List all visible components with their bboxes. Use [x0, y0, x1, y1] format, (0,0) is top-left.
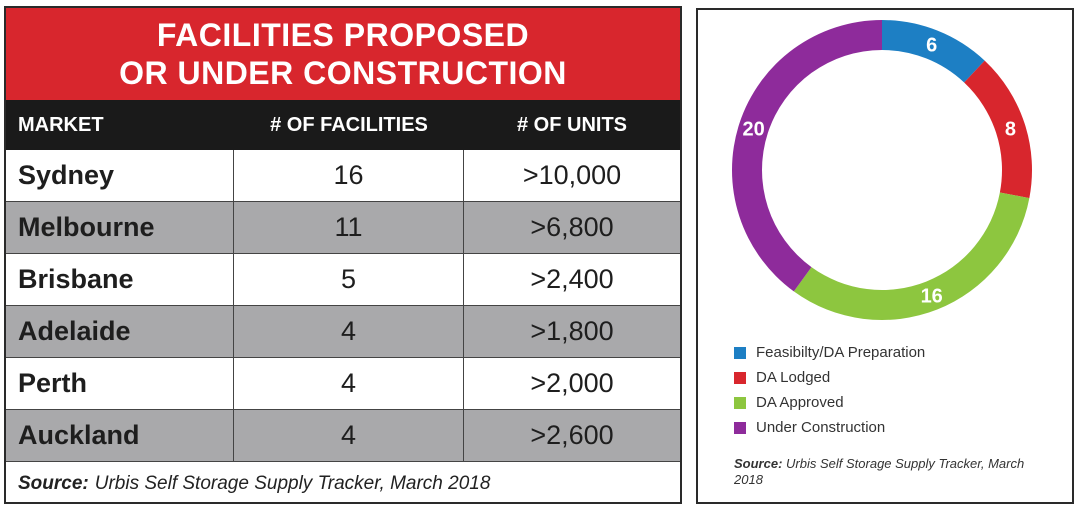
cell-market: Melbourne — [6, 202, 234, 253]
cell-market: Perth — [6, 358, 234, 409]
table-row: Adelaide 4 >1,800 — [6, 306, 680, 358]
cell-units: >2,400 — [530, 264, 614, 294]
donut-slice — [793, 192, 1030, 320]
cell-facilities: 4 — [234, 358, 464, 409]
header-facilities: # OF FACILITIES — [270, 113, 428, 136]
cell-facilities: 5 — [234, 254, 464, 305]
cell-facilities: 11 — [234, 202, 464, 253]
chart-source: Source: Urbis Self Storage Supply Tracke… — [734, 456, 1054, 488]
legend-swatch — [734, 421, 746, 434]
header-market: MARKET — [18, 113, 104, 136]
table-title-line1: FACILITIES PROPOSED — [156, 17, 530, 53]
cell-facilities: 16 — [234, 150, 464, 201]
table-source-label: Source: — [18, 473, 89, 494]
chart-source-label: Source: — [734, 456, 783, 471]
cell-units: >6,800 — [530, 212, 614, 242]
cell-market: Sydney — [6, 150, 234, 201]
cell-units: >2,600 — [530, 420, 614, 450]
table-header: MARKET # OF FACILITIES # OF UNITS — [6, 100, 680, 150]
cell-facilities: 4 — [234, 306, 464, 357]
cell-facilities: 4 — [234, 410, 464, 461]
table-title-line2: OR UNDER CONSTRUCTION — [119, 55, 567, 91]
table-row: Brisbane 5 >2,400 — [6, 254, 680, 306]
chart-source-text: Urbis Self Storage Supply Tracker, March… — [734, 456, 1025, 487]
table-row: Sydney 16 >10,000 — [6, 150, 680, 202]
facilities-table-panel: FACILITIES PROPOSED OR UNDER CONSTRUCTIO… — [4, 6, 682, 504]
legend-swatch — [734, 396, 746, 409]
table-row: Melbourne 11 >6,800 — [6, 202, 680, 254]
legend-label: DA Lodged — [756, 369, 831, 386]
table-source: Source: Urbis Self Storage Supply Tracke… — [6, 462, 680, 506]
table-row: Perth 4 >2,000 — [6, 358, 680, 410]
legend-label: Feasibilty/DA Preparation — [756, 344, 926, 361]
donut-slice — [732, 20, 882, 292]
cell-market: Adelaide — [6, 306, 234, 357]
legend-item: Feasibilty/DA Preparation — [734, 340, 925, 365]
cell-units: >1,800 — [530, 316, 614, 346]
legend-item: DA Approved — [734, 390, 925, 415]
cell-market: Auckland — [6, 410, 234, 461]
legend-label: DA Approved — [756, 394, 844, 411]
donut-slice — [964, 60, 1032, 199]
legend-item: DA Lodged — [734, 365, 925, 390]
cell-units: >10,000 — [522, 160, 622, 190]
legend-swatch — [734, 346, 746, 359]
header-units: # OF UNITS — [516, 113, 627, 136]
legend-label: Under Construction — [756, 419, 886, 436]
cell-units: >2,000 — [530, 368, 614, 398]
donut-value-label: 6 — [926, 34, 937, 56]
legend-item: Under Construction — [734, 415, 925, 440]
cell-market: Brisbane — [6, 254, 234, 305]
donut-slice — [882, 20, 985, 83]
donut-value-label: 20 — [742, 118, 764, 140]
donut-chart-panel: 6 8 16 20 Feasibilty/DA Preparation DA Lodg… — [696, 8, 1074, 504]
table-title: FACILITIES PROPOSED OR UNDER CONSTRUCTIO… — [6, 8, 680, 100]
legend-swatch — [734, 371, 746, 384]
donut-chart: 6 8 16 20 — [732, 20, 1032, 320]
donut-value-label: 16 — [921, 286, 943, 308]
donut-value-label: 8 — [1005, 118, 1016, 140]
chart-legend: Feasibilty/DA Preparation DA Lodged DA A… — [734, 340, 925, 440]
table-row: Auckland 4 >2,600 — [6, 410, 680, 462]
table-source-text: Urbis Self Storage Supply Tracker, March… — [94, 473, 491, 494]
